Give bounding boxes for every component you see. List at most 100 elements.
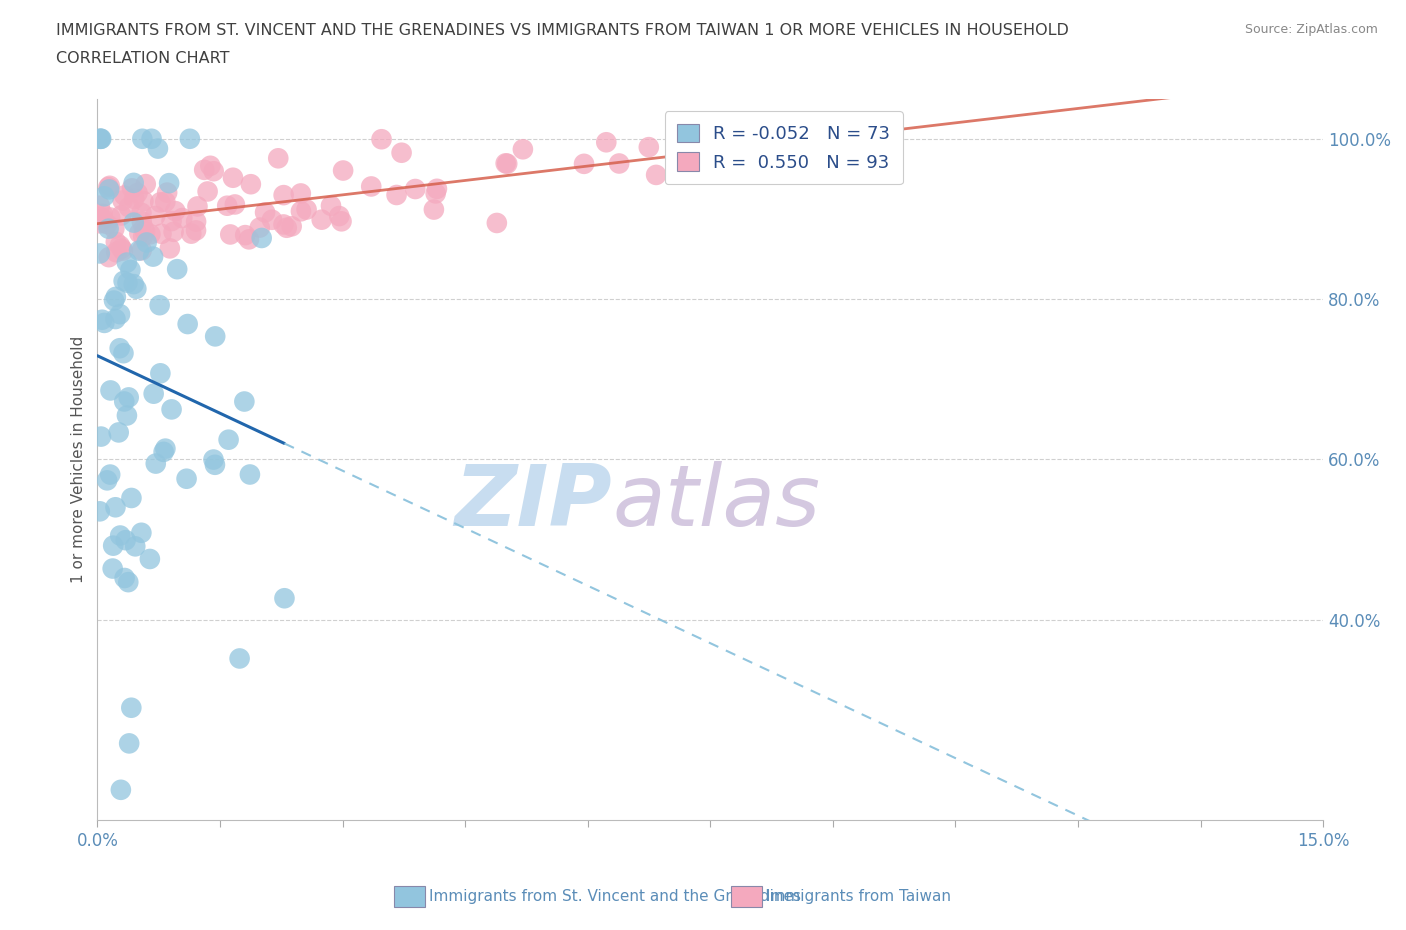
Point [184,214,207,229]
Point [222,170,245,185]
Point [104,499,127,514]
Point [370,132,392,147]
Legend: R = -0.052   N = 73, R =  0.550   N = 93: R = -0.052 N = 73, R = 0.550 N = 93 [665,112,903,184]
Point [121,181,143,196]
Point [105,245,128,259]
Point [89,216,111,231]
Point [160,402,183,417]
Point [645,167,668,182]
Point [100,383,122,398]
Point [260,212,283,227]
Point [330,214,353,229]
Point [160,214,183,229]
Point [89,131,111,146]
Point [218,432,240,447]
Point [512,142,534,157]
Point [149,365,172,380]
Point [425,186,447,201]
Point [238,232,260,246]
Point [311,212,333,227]
Point [172,210,194,225]
Point [101,561,124,576]
Point [122,176,145,191]
Point [108,307,131,322]
Point [239,177,262,192]
Point [159,241,181,256]
Point [273,217,295,232]
Text: ZIP: ZIP [454,461,612,544]
Point [125,282,148,297]
Point [295,202,318,217]
Point [139,551,162,566]
Point [228,651,250,666]
Point [93,315,115,330]
Point [117,275,139,290]
Point [90,131,112,146]
Point [179,131,201,146]
Point [165,204,187,219]
Point [91,312,114,327]
Point [146,141,169,156]
Point [131,243,153,258]
Point [495,156,517,171]
Point [180,226,202,241]
Point [131,206,153,220]
Point [114,533,136,548]
Point [118,390,141,405]
Point [135,235,157,250]
Point [152,445,174,459]
Point [107,425,129,440]
Point [155,194,177,209]
Point [128,226,150,241]
Point [103,221,125,236]
Point [93,189,115,204]
Point [132,229,155,244]
Point [150,226,173,241]
Point [290,204,312,219]
Point [155,441,177,456]
Point [112,188,135,203]
Point [217,198,239,213]
Point [111,241,134,256]
Point [149,195,172,210]
Point [114,571,136,586]
Point [404,181,426,196]
Point [254,205,277,219]
Point [104,234,127,249]
Point [202,164,225,179]
Point [131,525,153,540]
Point [89,246,111,261]
Point [145,456,167,471]
Point [120,490,142,505]
Point [128,244,150,259]
Text: CORRELATION CHART: CORRELATION CHART [56,51,229,66]
Point [139,227,162,242]
Point [426,181,449,196]
Point [98,179,121,193]
Point [273,188,295,203]
Point [97,221,120,236]
Point [157,176,180,191]
Point [423,202,446,217]
Point [673,132,696,147]
Point [162,224,184,239]
Text: IMMIGRANTS FROM ST. VINCENT AND THE GRENADINES VS IMMIGRANTS FROM TAIWAN 1 OR MO: IMMIGRANTS FROM ST. VINCENT AND THE GREN… [56,23,1069,38]
Point [91,206,114,221]
Point [131,131,153,146]
Point [142,386,165,401]
Point [141,131,163,146]
Point [280,219,302,233]
Point [637,140,659,154]
Point [197,184,219,199]
Point [98,467,121,482]
Point [108,340,131,355]
Point [98,182,121,197]
Point [124,538,146,553]
Point [772,144,794,159]
Point [111,193,134,208]
Point [134,224,156,239]
Point [219,227,242,242]
Point [496,156,519,171]
Point [108,238,131,253]
Point [319,198,342,213]
